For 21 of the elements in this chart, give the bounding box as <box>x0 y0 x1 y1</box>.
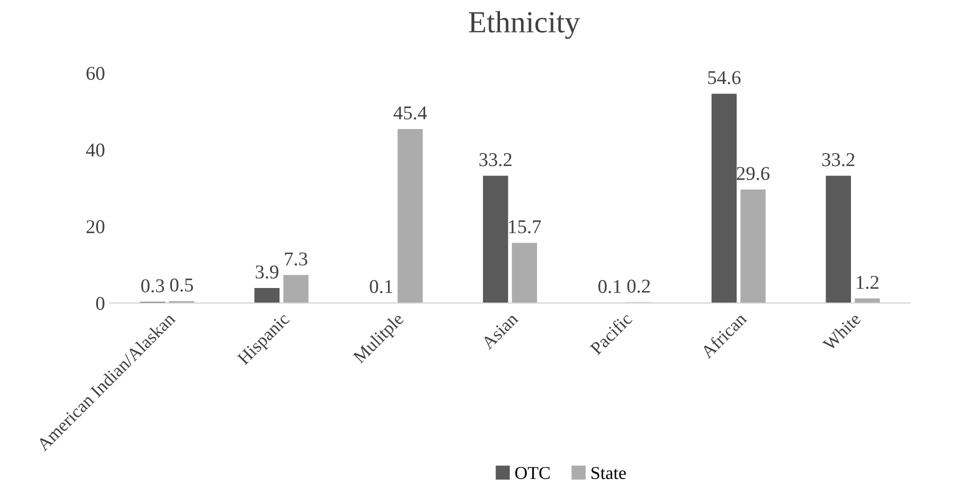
data-label: 0.3 <box>141 279 164 292</box>
data-label: 54.6 <box>708 71 741 84</box>
data-label: 33.2 <box>822 153 854 166</box>
data-label: 1.2 <box>856 276 878 289</box>
legend-label: OTC <box>515 466 550 480</box>
data-label: 0.1 <box>370 280 392 294</box>
data-label: 3.9 <box>256 265 278 279</box>
y-tick-label: 0 <box>96 296 104 310</box>
data-label: 0.5 <box>170 278 193 292</box>
data-label: 7.3 <box>285 252 308 266</box>
data-label: 33.2 <box>479 153 512 166</box>
data-label: 45.4 <box>394 106 427 120</box>
data-label: 15.7 <box>509 220 541 234</box>
y-tick-label: 60 <box>86 66 104 80</box>
legend-label: State <box>592 466 626 480</box>
data-label: 0.2 <box>627 280 650 293</box>
y-tick-label: 40 <box>86 143 104 157</box>
data-label: 29.6 <box>736 166 770 180</box>
data-label: 0.1 <box>598 280 621 294</box>
y-tick-label: 20 <box>86 220 104 234</box>
chart-title: Ethnicity <box>468 11 580 39</box>
